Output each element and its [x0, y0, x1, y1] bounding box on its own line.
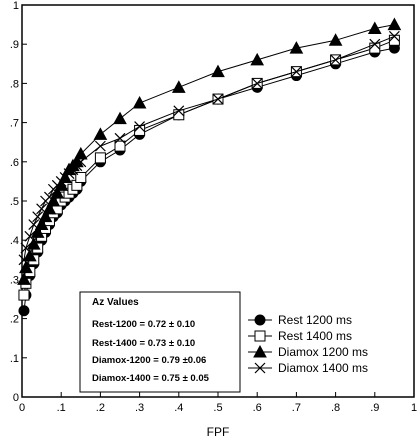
data-point [134, 121, 146, 132]
data-point [75, 156, 87, 168]
az-rest-1400: Rest-1400 = 0.73 ± 0.10 [92, 338, 195, 349]
y-tick-label: .9 [10, 39, 19, 51]
y-tick-label: 1 [13, 0, 19, 12]
data-point [34, 217, 49, 231]
y-tick-label: 0 [13, 392, 19, 404]
legend-label-rest-1200: Rest 1200 ms [278, 313, 352, 327]
legend-label-rest-1400: Rest 1400 ms [278, 329, 352, 343]
data-point [367, 21, 382, 35]
data-point [251, 77, 263, 89]
y-tick-label: .2 [10, 314, 19, 326]
data-point [32, 211, 44, 223]
data-point [330, 54, 342, 66]
x-tick-label: .7 [292, 402, 301, 414]
az-rest-1200: Rest-1200 = 0.72 ± 0.10 [92, 319, 195, 330]
x-tick-label: .1 [57, 402, 66, 414]
az-diamox-1200: Diamox-1200 = 0.79 ±0.06 [92, 355, 206, 366]
legend-marker [254, 314, 266, 326]
y-tick-label: .5 [10, 196, 19, 208]
data-point [171, 80, 186, 93]
data-point [38, 209, 53, 223]
x-tick-label: .5 [213, 402, 222, 414]
axis-ticks: 0 .1 .2 .3 .4 .5 .6 .7 .8 .9 1 0 .1 .2 .3 .4 .5 .6 .7 .8 .9 1 [10, 0, 417, 414]
data-point [114, 140, 126, 152]
data-point [42, 201, 57, 215]
az-diamox-1400: Diamox-1400 = 0.75 ± 0.05 [92, 373, 210, 384]
data-point [22, 248, 37, 262]
series-line [23, 35, 395, 260]
y-tick-label: .4 [10, 235, 19, 247]
data-point [250, 52, 265, 66]
data-point [134, 124, 146, 136]
data-point [212, 93, 224, 105]
data-point [113, 111, 127, 125]
data-point [289, 41, 304, 54]
series-diamox-1200-ms [17, 17, 402, 285]
data-point [290, 66, 302, 78]
data-point [114, 132, 126, 144]
legend-marker [254, 362, 266, 374]
data-point [328, 33, 343, 46]
data-point [18, 305, 30, 317]
data-point [44, 191, 55, 203]
y-tick-label: .7 [10, 118, 19, 130]
legend-label-diamox-1200: Diamox 1200 ms [278, 345, 368, 359]
x-tick-label: .4 [174, 402, 183, 414]
x-tick-label: .3 [135, 402, 144, 414]
data-point [387, 17, 402, 31]
data-point [19, 260, 33, 274]
data-point [94, 140, 106, 152]
series-layer [17, 17, 402, 317]
x-tick-label: 1 [411, 402, 417, 414]
y-tick-label: .6 [10, 157, 19, 169]
data-point [369, 42, 381, 54]
legend-marker [253, 344, 267, 358]
y-tick-label: .3 [10, 274, 19, 286]
data-point [388, 34, 400, 46]
data-point [94, 152, 106, 164]
data-point [18, 289, 30, 301]
data-point [369, 38, 381, 50]
data-point [17, 272, 31, 285]
data-point [211, 64, 225, 78]
y-tick-label: .8 [10, 78, 19, 90]
data-point [132, 95, 147, 109]
x-axis-label: FPF [207, 425, 230, 439]
legend: Rest 1200 ms Rest 1400 ms Diamox 1200 ms… [248, 313, 368, 375]
data-point [20, 242, 32, 254]
data-point [388, 30, 400, 42]
legend-label-diamox-1400: Diamox 1400 ms [278, 361, 368, 375]
y-tick-label: .1 [10, 353, 19, 365]
x-tick-label: .6 [253, 402, 262, 414]
x-tick-label: .2 [96, 402, 105, 414]
az-values-box: Az Values Rest-1200 = 0.72 ± 0.10 Rest-1… [79, 291, 241, 393]
az-values-title: Az Values [92, 297, 139, 308]
data-point [173, 105, 185, 117]
data-point [28, 219, 40, 230]
x-tick-label: 0 [19, 402, 25, 414]
data-point [93, 127, 108, 140]
data-point [75, 171, 87, 183]
data-point [24, 230, 36, 242]
data-point [36, 203, 48, 215]
x-tick-label: .8 [331, 402, 340, 414]
x-tick-label: .9 [370, 402, 379, 414]
series-diamox-1400-ms [18, 30, 400, 266]
legend-marker [254, 330, 266, 342]
data-point [18, 254, 30, 266]
data-point [173, 109, 185, 121]
data-point [73, 146, 88, 160]
